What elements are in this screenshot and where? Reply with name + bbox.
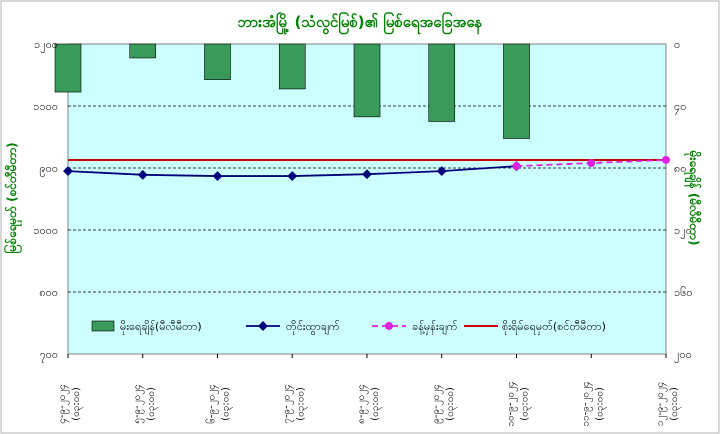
right-tick-label: ၄၀	[674, 100, 686, 115]
x-tick-date: ၁၂-၉-၂၀၂၄	[655, 382, 668, 426]
legend-label: ခန့်မှန်းချက်	[412, 320, 458, 335]
x-tick-label: ၈-၉-၂၀၂၄ (၀၃:၀၀)	[356, 384, 383, 424]
x-tick-time: (၀၃:၀၀)	[146, 387, 159, 421]
right-tick-label: ၀	[674, 38, 680, 51]
right-tick-label: ၂၀၀	[674, 348, 692, 363]
right-tick-label: ၈၀	[674, 162, 686, 175]
left-tick-label: ၇၀၀	[39, 348, 58, 363]
level-lines	[63, 155, 670, 182]
x-tick-time: (၀၃:၀၀)	[221, 387, 234, 421]
legend-label: စိုးရိမ်ရေမှတ်(စင်တီမီတာ)	[502, 320, 606, 335]
observed-point	[137, 169, 148, 180]
x-tick-time: (၀၃:၀၀)	[370, 387, 383, 421]
legend-swatch-rainfall	[91, 320, 115, 332]
x-tick-date: ၄-၉-၂၀၂၄	[57, 384, 70, 424]
right-tick-label: ၁၆၀	[674, 286, 693, 299]
forecast-point	[587, 159, 596, 168]
observed-point	[63, 166, 73, 177]
x-tick-date: ၉-၉-၂၀၂၄	[431, 384, 444, 424]
left-axis-title: မြစ်ရေမှတ် (စင်တီမီတာ)	[2, 142, 23, 253]
legend-label: တိုင်းထွာချက်	[286, 320, 340, 335]
left-tick-label: ၈၀၀	[39, 286, 58, 299]
x-tick-label: ၄-၉-၂၀၂၄ (၀၃:၀၀)	[57, 384, 84, 424]
rainfall-bars	[54, 43, 530, 139]
legend-label: မိုးရေချိန်(မီလီမီတာ)	[120, 320, 202, 335]
x-tick-date: ၆-၉-၂၀၂၄	[205, 384, 220, 424]
rainfall-bar	[503, 43, 530, 139]
legend: မိုးရေချိန်(မီလီမီတာ) တိုင်းထွာချက် ခန့်မှ…	[78, 316, 606, 336]
x-tick-label: ၇-၉-၂၀၂၄ (၀၃:၀၀)	[281, 384, 308, 424]
x-tick-time: (၀၃:၀၀)	[445, 387, 458, 421]
x-tick-label: ၁၀-၉-၂၀၂၄ (၀၃:၀၀)	[506, 381, 533, 426]
x-tick-label: ၁၁-၉-၂၀၂၄ (၀၃:၀၀)	[580, 381, 607, 426]
x-tick-label: ၉-၉-၂၀၂၄ (၀၃:၀၀)	[431, 384, 458, 424]
x-tick-date: ၈-၉-၂၀၂၄	[356, 384, 369, 424]
x-tick-date: ၁၀-၉-၂၀၂၄	[506, 381, 519, 426]
x-axis-ticks: ၄-၉-၂၀၂၄ (၀၃:၀၀) ၅-၉-၂၀၂၄ (၀၃:၀၀) ၆-၉-၂၀၂၄ (၀…	[57, 354, 682, 427]
rainfall-bar	[353, 43, 381, 118]
forecast-point	[512, 162, 521, 171]
observed-point	[287, 171, 298, 182]
observed-point	[436, 166, 447, 177]
left-tick-label: ၁၂၀၀	[34, 38, 58, 53]
legend-marker-forecast	[385, 322, 393, 330]
x-tick-label: ၁၂-၉-၂၀၂၄ (၀၃:၀၀)	[655, 382, 682, 426]
right-axis-title: မိုးရေချိန် (မီလီမီတာ)	[683, 150, 703, 246]
observed-point	[362, 169, 372, 180]
x-tick-label: ၅-၉-၂၀၂၄ (၀၃:၀၀)	[132, 384, 159, 424]
rainfall-bar	[428, 43, 456, 122]
legend-box	[78, 316, 542, 336]
x-tick-time: (၀၃:၀၀)	[520, 387, 533, 421]
rainfall-bar	[54, 43, 82, 93]
x-tick-time: (၀၃:၀၀)	[669, 387, 682, 421]
left-tick-label: ၉၀၀	[39, 162, 58, 177]
x-tick-date: ၁၁-၉-၂၀၂၄	[580, 381, 593, 426]
rainfall-bar	[129, 43, 157, 59]
x-tick-time: (၀၃:၀၀)	[295, 387, 308, 421]
rainfall-bar	[278, 43, 306, 90]
x-tick-date: ၅-၉-၂၀၂၄	[132, 384, 145, 424]
rainfall-bar	[204, 43, 231, 80]
left-tick-label: ၁၀၀၀	[33, 224, 58, 237]
observed-point	[212, 171, 223, 182]
left-tick-label: ၁၁၀၀	[33, 100, 58, 113]
x-tick-date: ၇-၉-၂၀၂၄	[281, 384, 294, 424]
x-tick-label: ၆-၉-၂၀၂၄ (၀၃:၀၀)	[205, 384, 234, 424]
legend-marker-observed	[258, 321, 268, 331]
forecast-point	[662, 155, 670, 164]
right-tick-label: ၁၂၀	[674, 224, 692, 239]
x-tick-time: (၀၃:၀၀)	[594, 387, 607, 421]
x-tick-time: (၀၃:၀၀)	[71, 387, 84, 421]
